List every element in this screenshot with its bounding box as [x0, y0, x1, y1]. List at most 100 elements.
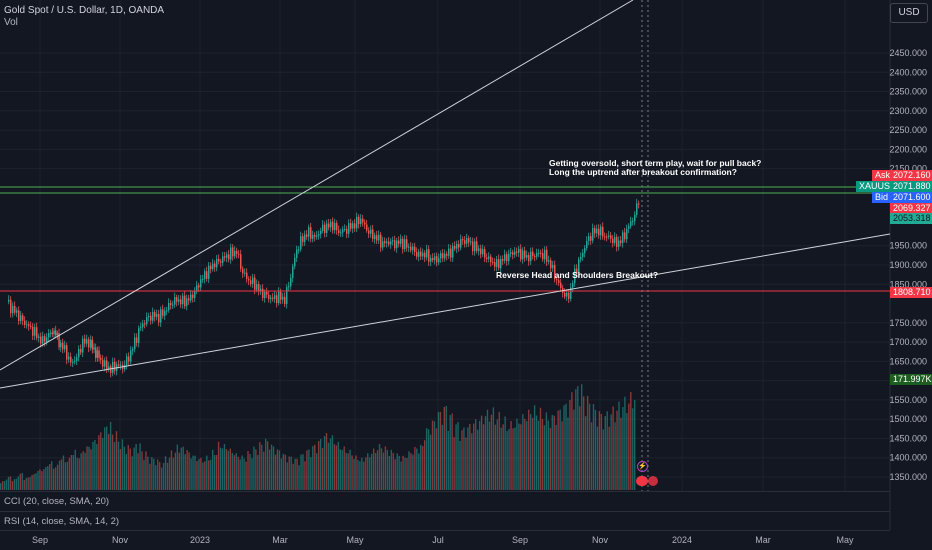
volume-bar — [341, 449, 343, 490]
volume-bar — [210, 459, 212, 490]
candle-body — [100, 357, 102, 360]
volume-bar — [13, 479, 16, 490]
volume-bar — [212, 449, 214, 490]
volume-bar — [219, 447, 222, 490]
candle-body — [156, 313, 158, 317]
candle-body — [512, 252, 514, 255]
candle-body — [332, 221, 334, 231]
volume-bar — [333, 444, 336, 490]
candle-body — [352, 223, 354, 229]
candle-body — [124, 364, 126, 370]
candle-body — [152, 312, 154, 321]
volume-bar — [298, 465, 300, 490]
candle-body — [72, 361, 74, 363]
candle-body — [22, 315, 24, 321]
volume-bar — [27, 477, 29, 490]
candle-body — [420, 251, 422, 257]
volume-bar — [630, 391, 632, 490]
event-flag-icon[interactable] — [648, 476, 658, 486]
candle-body — [508, 253, 510, 262]
volume-bar — [510, 421, 512, 490]
symbol-title[interactable]: Gold Spot / U.S. Dollar, 1D, OANDA — [4, 5, 165, 16]
rsi-pane-separator[interactable] — [0, 511, 890, 512]
candle-body — [252, 277, 254, 284]
volume-bar — [384, 446, 387, 490]
volume-bar — [571, 392, 573, 490]
candle-body — [310, 227, 312, 239]
volume-bar — [68, 457, 71, 490]
candle-body — [464, 240, 466, 244]
currency-button[interactable]: USD — [890, 3, 928, 23]
candle-body — [344, 228, 346, 230]
annotation-oversold[interactable]: Getting oversold, short term play, wait … — [549, 158, 762, 168]
volume-bar — [143, 459, 145, 490]
candle-body — [412, 246, 414, 251]
candle-body — [246, 272, 248, 280]
candle-body — [372, 229, 374, 240]
volume-bar — [561, 421, 563, 490]
volume-bar — [378, 444, 381, 490]
candle-body — [594, 228, 596, 234]
volume-bar — [506, 430, 508, 490]
candle-body — [142, 323, 144, 328]
candle-body — [114, 361, 116, 371]
candle-body — [578, 259, 580, 274]
volume-bar — [1, 481, 4, 490]
candle-body — [66, 345, 68, 360]
annotation-head-shoulders[interactable]: Reverse Head and Shoulders Breakout? — [496, 270, 659, 280]
volume-bar — [372, 448, 375, 490]
volume-bar — [518, 423, 520, 490]
cci-pane-separator[interactable] — [0, 491, 890, 492]
volume-bar — [447, 430, 449, 490]
candle-body — [626, 228, 628, 240]
rsi-legend[interactable]: RSI (14, close, SMA, 14, 2) — [4, 516, 120, 527]
volume-bar — [310, 457, 312, 490]
volume-bar — [359, 461, 361, 490]
volume-bar — [31, 475, 33, 490]
volume-bar — [282, 454, 285, 490]
price-axis — [890, 0, 932, 550]
candle-body — [50, 332, 52, 334]
volume-bar — [531, 417, 534, 490]
cci-legend[interactable]: CCI (20, close, SMA, 20) — [4, 496, 110, 507]
candle-body — [118, 364, 120, 366]
candle-body — [304, 234, 306, 242]
candle-body — [432, 257, 434, 261]
candle-body — [20, 315, 22, 321]
candle-body — [438, 258, 440, 263]
candle-body — [588, 236, 590, 241]
volume-bar — [17, 476, 20, 490]
candle-body — [488, 256, 490, 259]
volume-bar — [76, 457, 78, 490]
us-flag-icon[interactable] — [636, 476, 648, 486]
volume-bar — [598, 411, 601, 490]
candle-body — [360, 218, 362, 225]
candle-body — [68, 356, 70, 360]
volume-bar — [106, 426, 108, 490]
volume-bar — [166, 462, 169, 490]
price-axis-label: 1950.000 — [889, 241, 927, 251]
volume-bar — [43, 469, 45, 490]
annotation-uptrend[interactable]: Long the uptrend after breakout confirma… — [549, 167, 737, 177]
volume-bar — [129, 448, 131, 490]
candle-body — [404, 239, 406, 250]
volume-legend[interactable]: Vol — [4, 17, 18, 28]
volume-bar — [280, 458, 283, 490]
candle-body — [354, 223, 356, 229]
volume-bar — [545, 412, 548, 490]
candle-body — [12, 305, 14, 314]
candle-body — [232, 247, 234, 257]
volume-bar — [500, 427, 502, 490]
candle-body — [326, 223, 328, 233]
volume-bar — [37, 470, 39, 490]
support-price-tag: 1808.710 — [890, 287, 932, 298]
lightning-icon[interactable]: ⚡ — [637, 461, 648, 472]
candle-body — [306, 234, 308, 237]
candle-body — [268, 294, 270, 299]
volume-bar — [443, 406, 445, 490]
volume-bar — [72, 454, 74, 490]
volume-bar — [612, 406, 614, 490]
candle-body — [390, 241, 392, 245]
